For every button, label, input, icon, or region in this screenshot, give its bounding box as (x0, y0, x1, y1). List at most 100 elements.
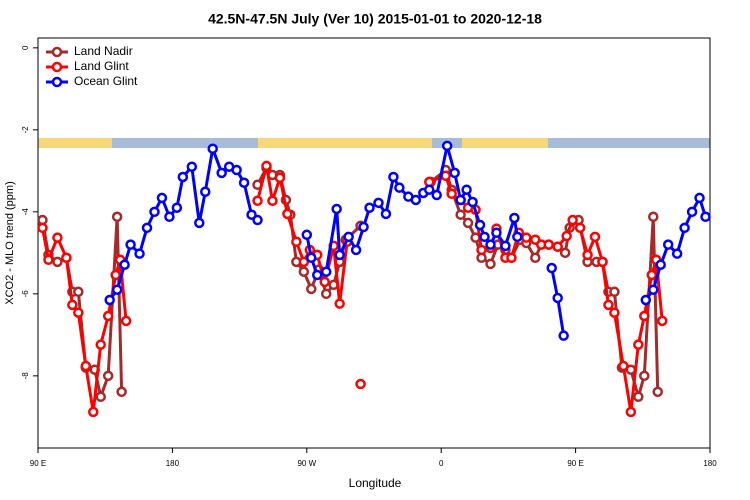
point (95, 391, 106, 402)
point (561, 230, 572, 242)
point (543, 239, 554, 250)
point (350, 244, 362, 256)
point (648, 284, 659, 295)
point (116, 386, 127, 398)
point (652, 386, 663, 398)
x-tick-label: 180 (166, 459, 180, 468)
point (171, 202, 183, 213)
point (291, 236, 302, 248)
point (110, 269, 121, 281)
point (119, 259, 130, 270)
point (141, 222, 153, 234)
y-tick-label: 0 (21, 45, 30, 50)
point (216, 167, 227, 179)
point (156, 192, 168, 204)
point (102, 310, 114, 322)
point (306, 252, 317, 264)
point (467, 196, 478, 208)
point (686, 206, 698, 218)
point (546, 262, 557, 274)
point (655, 259, 666, 270)
point (646, 269, 658, 281)
point (73, 286, 84, 298)
point (449, 167, 460, 179)
point (582, 249, 593, 261)
point (252, 195, 263, 207)
surface-band (38, 138, 710, 148)
point (559, 247, 571, 259)
point (111, 284, 123, 295)
point (52, 232, 63, 243)
point (95, 339, 106, 350)
point (231, 164, 242, 176)
point (373, 197, 384, 209)
point (301, 229, 313, 241)
point (355, 378, 366, 390)
land-band (38, 138, 710, 148)
point (700, 211, 711, 223)
point (485, 258, 496, 270)
legend-marker (51, 76, 63, 88)
legend-label: Land Glint (74, 59, 129, 73)
point (267, 195, 278, 207)
point (320, 266, 332, 277)
point (61, 252, 72, 264)
point (597, 256, 608, 268)
point (186, 161, 198, 172)
point (618, 360, 629, 372)
point (88, 406, 99, 418)
point (656, 315, 668, 327)
x-tick-label: 90 E (567, 459, 583, 468)
point (671, 248, 683, 259)
point (509, 212, 520, 224)
point (500, 240, 511, 252)
point (512, 231, 523, 243)
point (474, 219, 486, 231)
point (102, 370, 114, 382)
point (194, 217, 205, 229)
point (252, 214, 263, 226)
point (37, 222, 48, 234)
legend-marker (51, 61, 63, 73)
point (679, 222, 690, 234)
point (609, 286, 620, 298)
series-line (41, 166, 660, 399)
point (603, 299, 614, 311)
point (319, 276, 330, 288)
point (694, 192, 705, 204)
point (633, 391, 644, 402)
point (662, 239, 674, 250)
point (134, 248, 145, 259)
y-tick-label: -2 (21, 126, 30, 134)
point (394, 182, 405, 193)
point (479, 231, 490, 243)
point (485, 239, 496, 250)
point (73, 307, 84, 318)
point (125, 239, 136, 250)
point (521, 232, 532, 243)
point (200, 186, 211, 197)
legend-label: Ocean Glint (74, 74, 138, 88)
point (80, 360, 92, 372)
point (589, 231, 601, 243)
chart-title: 42.5N-47.5N July (Ver 10) 2015-01-01 to … (208, 11, 542, 27)
point (343, 231, 354, 243)
point (282, 208, 293, 220)
legend-marker (51, 46, 63, 58)
point (648, 211, 659, 223)
point (639, 370, 650, 382)
x-tick-label: 90 W (297, 459, 316, 468)
point (424, 184, 435, 195)
x-axis-label: Longitude (349, 476, 402, 490)
point (52, 256, 63, 268)
point (446, 188, 457, 200)
y-tick-label: -6 (21, 290, 30, 298)
point (633, 339, 644, 350)
point (111, 211, 123, 223)
y-tick-label: -4 (21, 208, 30, 216)
point (358, 221, 369, 233)
point (177, 171, 189, 183)
point (320, 288, 332, 300)
point (334, 249, 345, 261)
